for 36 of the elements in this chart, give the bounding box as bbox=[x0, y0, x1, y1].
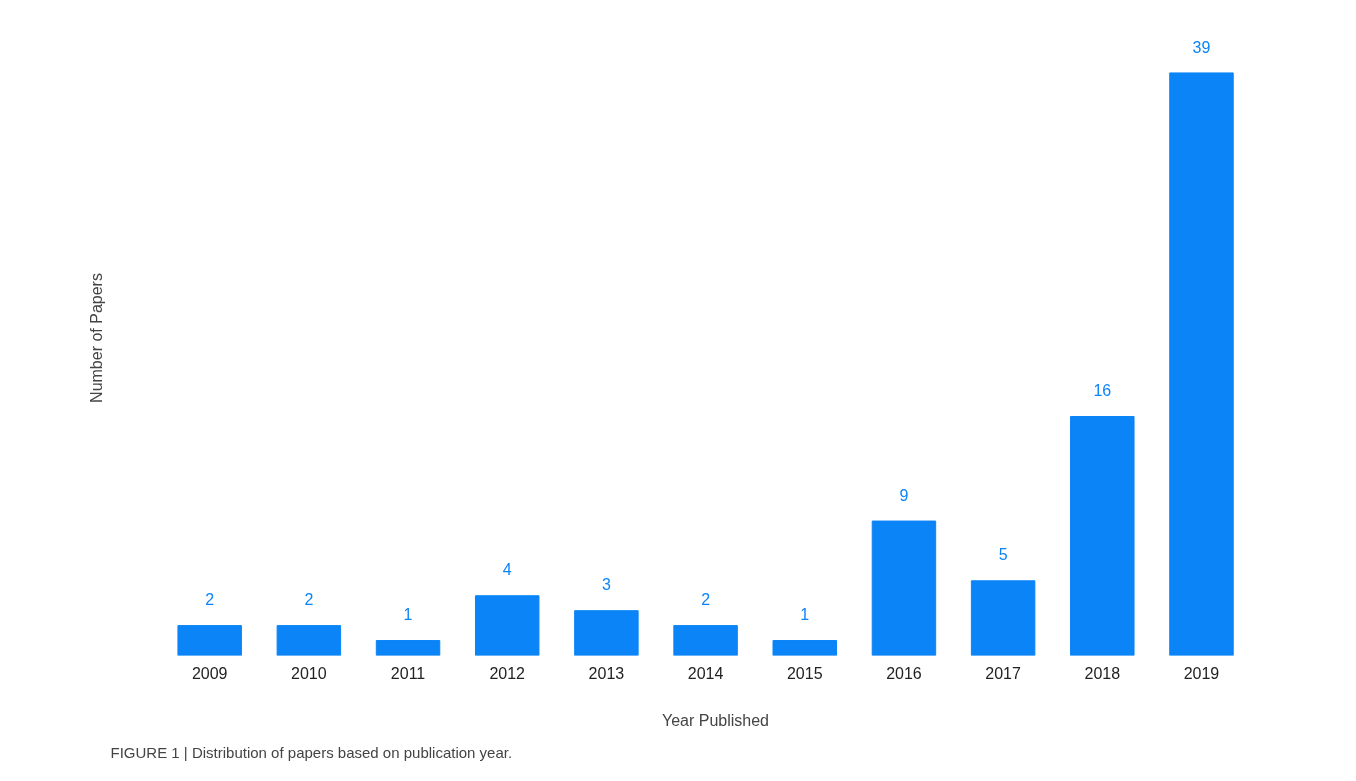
data-label: 2 bbox=[205, 591, 215, 609]
data-label: 2 bbox=[701, 591, 711, 609]
x-tick-label: 2018 bbox=[1084, 664, 1121, 682]
bar bbox=[673, 625, 738, 656]
y-axis-title: Number of Papers bbox=[87, 273, 105, 403]
bar bbox=[1169, 72, 1234, 656]
data-label: 2 bbox=[304, 591, 314, 609]
x-tick-label: 2019 bbox=[1183, 664, 1220, 682]
x-axis-title: Year Published bbox=[661, 711, 770, 729]
bar bbox=[474, 595, 540, 656]
bar bbox=[177, 625, 242, 656]
bar bbox=[574, 610, 639, 656]
x-tick-label: 2016 bbox=[886, 664, 922, 682]
bar bbox=[375, 640, 441, 656]
x-tick-label: 2014 bbox=[687, 664, 724, 682]
bar bbox=[772, 640, 837, 656]
data-label: 9 bbox=[899, 486, 909, 504]
data-label: 39 bbox=[1192, 38, 1211, 56]
data-label: 3 bbox=[601, 576, 611, 594]
data-label: 5 bbox=[998, 546, 1008, 564]
x-tick-label: 2009 bbox=[191, 664, 228, 682]
x-tick-label: 2012 bbox=[489, 664, 526, 682]
data-label: 16 bbox=[1093, 382, 1112, 400]
x-tick-label: 2010 bbox=[291, 664, 327, 682]
x-tick-label: 2017 bbox=[985, 664, 1022, 682]
x-tick-label: 2015 bbox=[786, 664, 823, 682]
bar bbox=[871, 520, 937, 656]
bar bbox=[1070, 416, 1135, 656]
bar bbox=[276, 625, 342, 656]
caption: FIGURE 1 | Distribution of papers based on publication year. bbox=[110, 743, 513, 761]
x-tick-label: 2013 bbox=[588, 664, 625, 682]
data-label: 1 bbox=[403, 606, 413, 624]
data-label: 1 bbox=[800, 606, 810, 624]
data-label: 4 bbox=[502, 561, 512, 579]
bar bbox=[970, 580, 1036, 656]
x-tick-label: 2011 bbox=[390, 664, 426, 682]
